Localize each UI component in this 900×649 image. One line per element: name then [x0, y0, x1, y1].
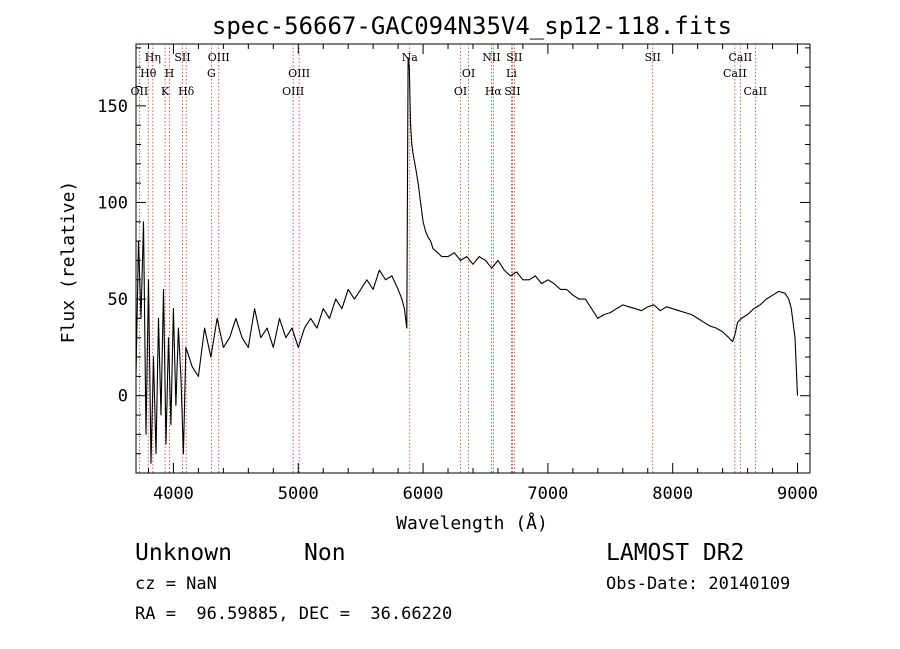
x-tick-label-5: 9000 [777, 484, 818, 504]
emission-lines [138, 44, 756, 473]
subclass-label: Non [304, 540, 346, 566]
y-tick-label-1: 50 [108, 290, 128, 310]
emission-line-label-7: G [207, 67, 216, 80]
emission-line-label-5: SII [174, 51, 190, 64]
emission-line-label-20: CaII [723, 67, 747, 80]
x-tick-label-4: 8000 [652, 484, 693, 504]
redshift-label: cz = NaN [135, 574, 217, 594]
line-labels: OII Hθ Hη KH SII Hδ G OIII OIII OIII Na OI OI NII HαLi… [131, 51, 768, 98]
emission-line-label-17: SII [504, 85, 520, 98]
emission-line-label-8: OIII [208, 51, 230, 64]
emission-line-label-13: OI [462, 67, 475, 80]
emission-line-label-11: Na [402, 51, 419, 64]
coordinates-label: RA = 96.59885, DEC = 36.66220 [135, 604, 452, 624]
obs-date-label: Obs-Date: 20140109 [606, 574, 790, 594]
emission-line-label-14: NII [482, 51, 500, 64]
emission-line-label-6: Hδ [178, 85, 195, 98]
emission-line-label-18: SII [506, 51, 522, 64]
emission-line-label-4: H [165, 67, 175, 80]
x-axis-label: Wavelength (Å) [396, 512, 548, 534]
emission-line-label-15: Hα [485, 85, 503, 98]
emission-line-label-10: OIII [288, 67, 310, 80]
emission-line-label-12: OI [454, 85, 467, 98]
x-tick-label-3: 7000 [527, 484, 568, 504]
y-axis-label: Flux (relative) [58, 181, 79, 344]
emission-line-label-16: Li [506, 67, 517, 80]
emission-line-label-9: OIII [282, 85, 304, 98]
class-label: Unknown [135, 540, 232, 566]
x-tick-label-1: 5000 [278, 484, 319, 504]
survey-label: LAMOST DR2 [606, 540, 744, 566]
emission-line-label-2: Hη [145, 51, 161, 64]
emission-line-label-21: CaII [729, 51, 753, 64]
x-tick-label-2: 6000 [403, 484, 444, 504]
spectrum-line [135, 56, 799, 464]
emission-line-label-1: Hθ [140, 67, 157, 80]
emission-line-label-22: CaII [743, 85, 767, 98]
y-tick-label-2: 100 [97, 193, 128, 213]
x-axis-ticks: 4000 5000 6000 7000 8000 9000 [147, 44, 818, 504]
plot-frame [135, 43, 811, 474]
emission-line-label-19: SII [645, 51, 661, 64]
x-tick-label-0: 4000 [153, 484, 194, 504]
emission-line-label-0: OII [131, 85, 149, 98]
y-tick-label-0: 0 [118, 387, 128, 407]
emission-line-label-3: K [161, 85, 170, 98]
y-tick-label-3: 150 [97, 97, 128, 117]
y-axis-ticks: 0 50 100 150 [97, 47, 810, 455]
spectrum-series [135, 56, 799, 464]
chart-title: spec-56667-GAC094N35V4_sp12-118.fits [212, 12, 732, 40]
